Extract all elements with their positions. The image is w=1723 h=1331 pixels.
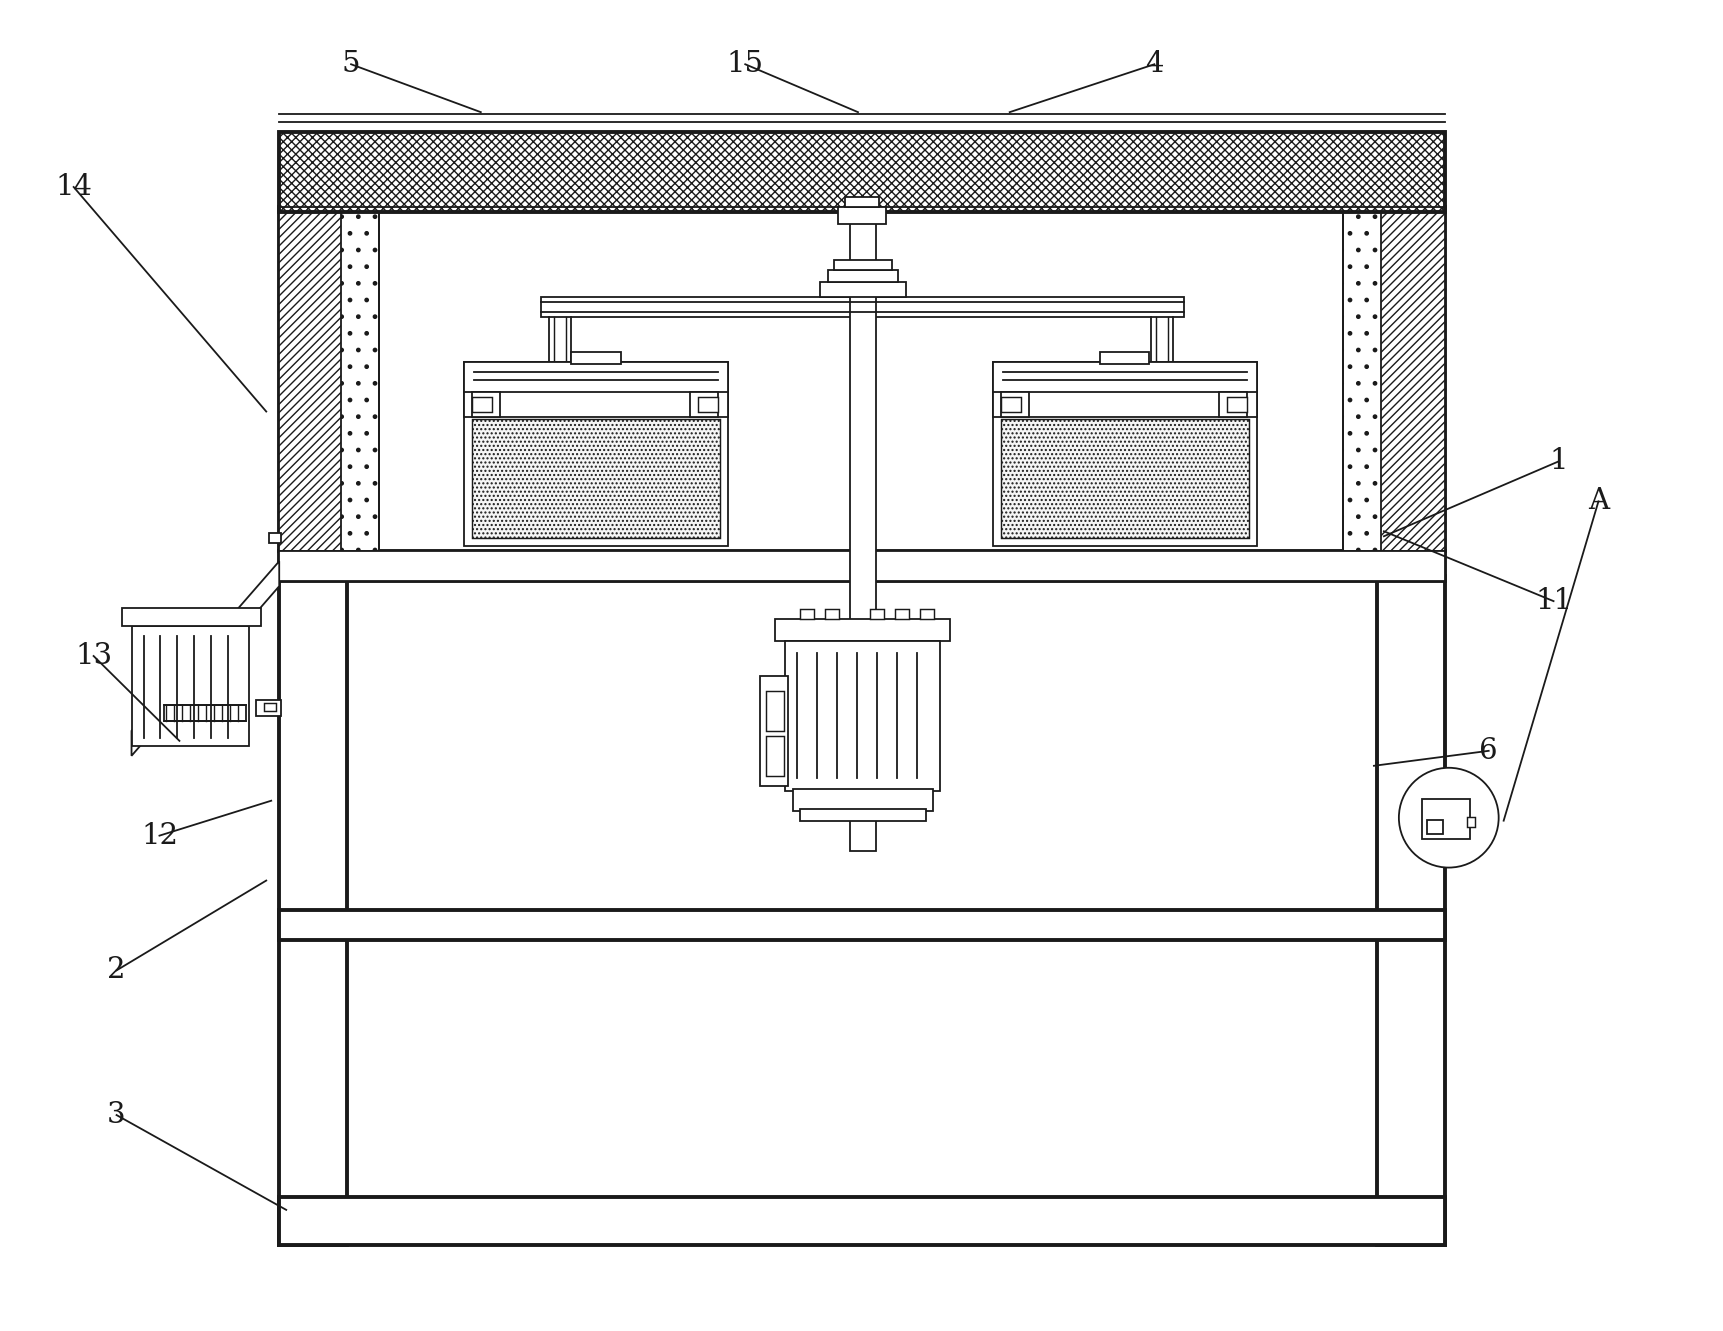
Text: 12: 12	[141, 821, 177, 849]
Text: 15: 15	[727, 51, 763, 79]
Bar	[820, 282, 906, 297]
Bar	[1421, 799, 1470, 839]
Text: 3: 3	[107, 1101, 126, 1129]
Text: 5: 5	[341, 51, 360, 79]
Text: 14: 14	[55, 173, 91, 201]
Bar	[279, 212, 345, 551]
Bar	[472, 391, 500, 417]
Bar	[1227, 397, 1247, 411]
Text: 11: 11	[1535, 587, 1571, 615]
Bar	[541, 297, 1184, 317]
Bar	[849, 212, 875, 851]
Bar	[760, 676, 787, 785]
Bar	[1001, 418, 1249, 538]
Bar	[164, 705, 246, 721]
Bar	[1380, 212, 1446, 551]
Text: 2: 2	[107, 957, 126, 985]
Bar	[463, 362, 729, 546]
Circle shape	[1399, 768, 1499, 868]
Bar	[793, 789, 932, 811]
Bar	[799, 610, 813, 619]
Bar	[1377, 576, 1446, 1244]
Polygon shape	[131, 562, 279, 756]
Bar	[472, 418, 720, 538]
Text: A: A	[1589, 487, 1609, 515]
Bar	[570, 351, 620, 363]
Bar	[279, 551, 1446, 582]
Bar	[122, 608, 262, 626]
Bar	[698, 397, 718, 411]
Bar	[786, 642, 939, 791]
Bar	[269, 534, 281, 543]
Bar	[844, 197, 879, 206]
Bar	[834, 260, 893, 270]
Text: 4: 4	[1146, 51, 1163, 79]
Bar	[279, 551, 1446, 582]
Bar	[894, 610, 910, 619]
Bar	[264, 703, 276, 711]
Bar	[1001, 391, 1029, 417]
Bar	[1220, 391, 1247, 417]
Text: 1: 1	[1549, 447, 1568, 475]
Bar	[829, 270, 898, 282]
Bar	[920, 610, 934, 619]
Bar	[463, 362, 729, 417]
Bar	[279, 1197, 1446, 1244]
Bar	[992, 362, 1258, 546]
Bar	[1342, 212, 1380, 551]
Bar	[257, 700, 281, 716]
Text: 6: 6	[1480, 737, 1497, 765]
Bar	[341, 212, 379, 551]
Bar	[1466, 817, 1475, 827]
Bar	[279, 132, 1446, 212]
Bar	[775, 619, 949, 642]
Bar	[279, 910, 1446, 941]
Bar	[691, 391, 718, 417]
Bar	[799, 809, 925, 821]
Bar	[870, 610, 884, 619]
Bar	[131, 626, 250, 745]
Bar	[279, 576, 346, 1244]
Text: 13: 13	[76, 642, 112, 669]
Bar	[992, 362, 1258, 417]
Bar	[767, 691, 784, 731]
Bar	[767, 736, 784, 776]
Bar	[1099, 351, 1149, 363]
Bar	[837, 206, 886, 224]
Bar	[1427, 820, 1442, 833]
Bar	[472, 397, 491, 411]
Bar	[825, 610, 839, 619]
Bar	[1001, 397, 1020, 411]
